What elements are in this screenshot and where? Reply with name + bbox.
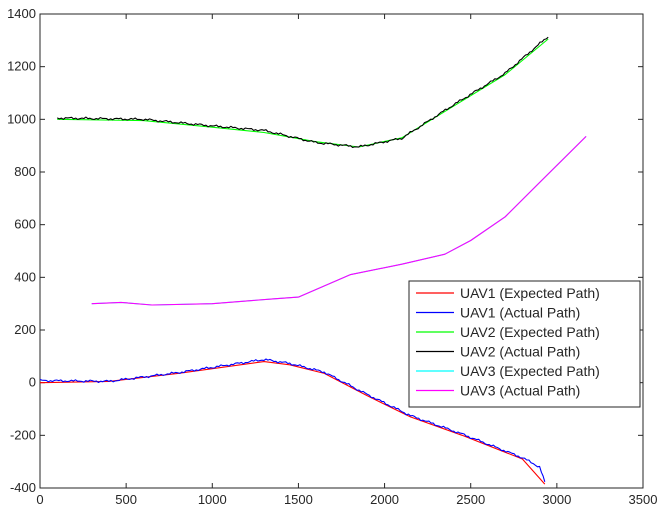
y-tick-label: 1000 [7,111,36,126]
legend-box [408,280,641,408]
y-tick-label: 0 [29,375,36,390]
x-tick-label: 1000 [198,492,227,507]
legend-label: UAV3 (Expected Path) [460,363,600,379]
x-tick-label: 1500 [284,492,313,507]
y-tick-label: -200 [10,427,36,442]
series-line-1 [39,361,546,485]
legend-label: UAV3 (Actual Path) [460,383,580,399]
legend-label: UAV2 (Expected Path) [460,324,600,340]
y-tick-label: 200 [14,322,36,337]
legend-label: UAV1 (Expected Path) [460,285,600,301]
x-tick-label: 500 [115,492,137,507]
plot-frame [39,13,644,489]
axes: 0 500 1000 1500 2000 2500 3000 3500 -400 -200 0 200… [7,6,657,507]
x-tick-label: 2000 [370,492,399,507]
y-tick-label: 600 [14,217,36,232]
y-tick-label: 400 [14,269,36,284]
legend: UAV1 (Expected Path) UAV1 (Actual Path) UA… [408,280,641,408]
x-tick-label: 2500 [456,492,485,507]
y-tick-label: 1400 [7,6,36,21]
legend-label: UAV2 (Actual Path) [460,344,580,360]
series-line-4 [56,36,549,149]
y-tick-label: -400 [10,480,36,495]
x-tick-label: 3500 [629,492,658,507]
series-line-3 [57,38,549,148]
series-line-6 [91,136,587,306]
legend-label: UAV1 (Actual Path) [460,305,580,321]
x-tick-label: 3000 [542,492,571,507]
series-lines [39,36,587,485]
y-tick-label: 800 [14,164,36,179]
y-tick-label: 1200 [7,59,36,74]
series-line-2 [39,358,546,482]
x-tick-label: 0 [36,492,43,507]
